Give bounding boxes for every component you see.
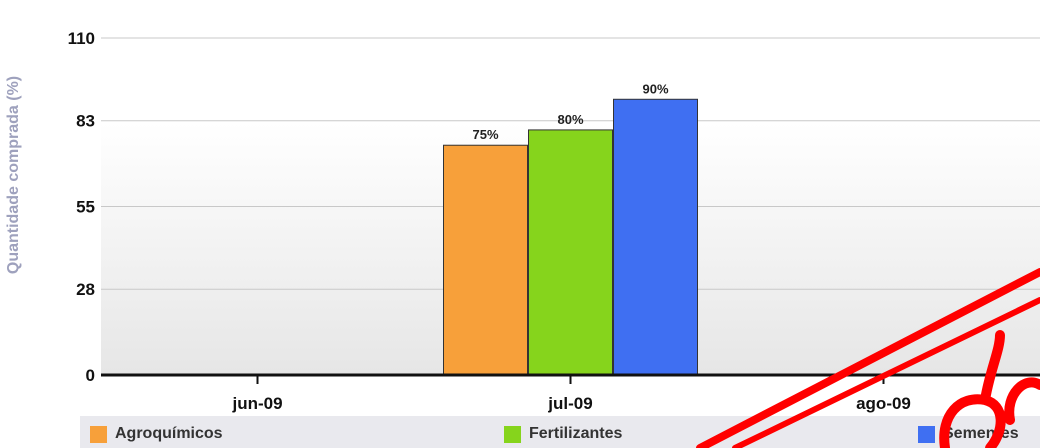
data-labels: 75% 80% 90%	[472, 81, 668, 142]
bar	[613, 98, 698, 376]
watermark-stroke	[696, 268, 1040, 448]
legend-item-agroquimicos[interactable]: Agroquímicos	[90, 424, 223, 444]
legend-label: Agroquímicos	[115, 425, 223, 442]
legend-swatch	[504, 425, 521, 443]
legend-swatch	[90, 425, 107, 443]
y-tick-label: 55	[76, 198, 95, 217]
bars	[443, 98, 698, 376]
watermark-stroke	[939, 330, 1040, 448]
y-tick-label: 83	[76, 112, 95, 131]
watermark-stroke	[732, 297, 1040, 448]
y-tick-label: 0	[86, 366, 95, 385]
x-ticks: jun-09 jul-09 ago-09	[231, 375, 911, 413]
bar	[443, 144, 528, 376]
legend-item-fertilizantes[interactable]: Fertilizantes	[504, 424, 622, 444]
data-label: 75%	[472, 127, 498, 142]
x-tick-label: jun-09	[231, 394, 282, 413]
data-label: 90%	[642, 81, 668, 96]
x-tick-label: jul-09	[547, 394, 592, 413]
y-tick-label: 110	[68, 29, 95, 48]
y-tick-labels: 0 28 55 83 110	[68, 29, 95, 385]
legend	[80, 416, 1040, 448]
legend-label: Fertilizantes	[529, 425, 623, 442]
legend-swatch	[918, 425, 935, 443]
x-tick-label: ago-09	[856, 394, 911, 413]
y-tick-label: 28	[76, 280, 95, 299]
bar	[528, 129, 613, 376]
data-label: 80%	[557, 112, 583, 127]
